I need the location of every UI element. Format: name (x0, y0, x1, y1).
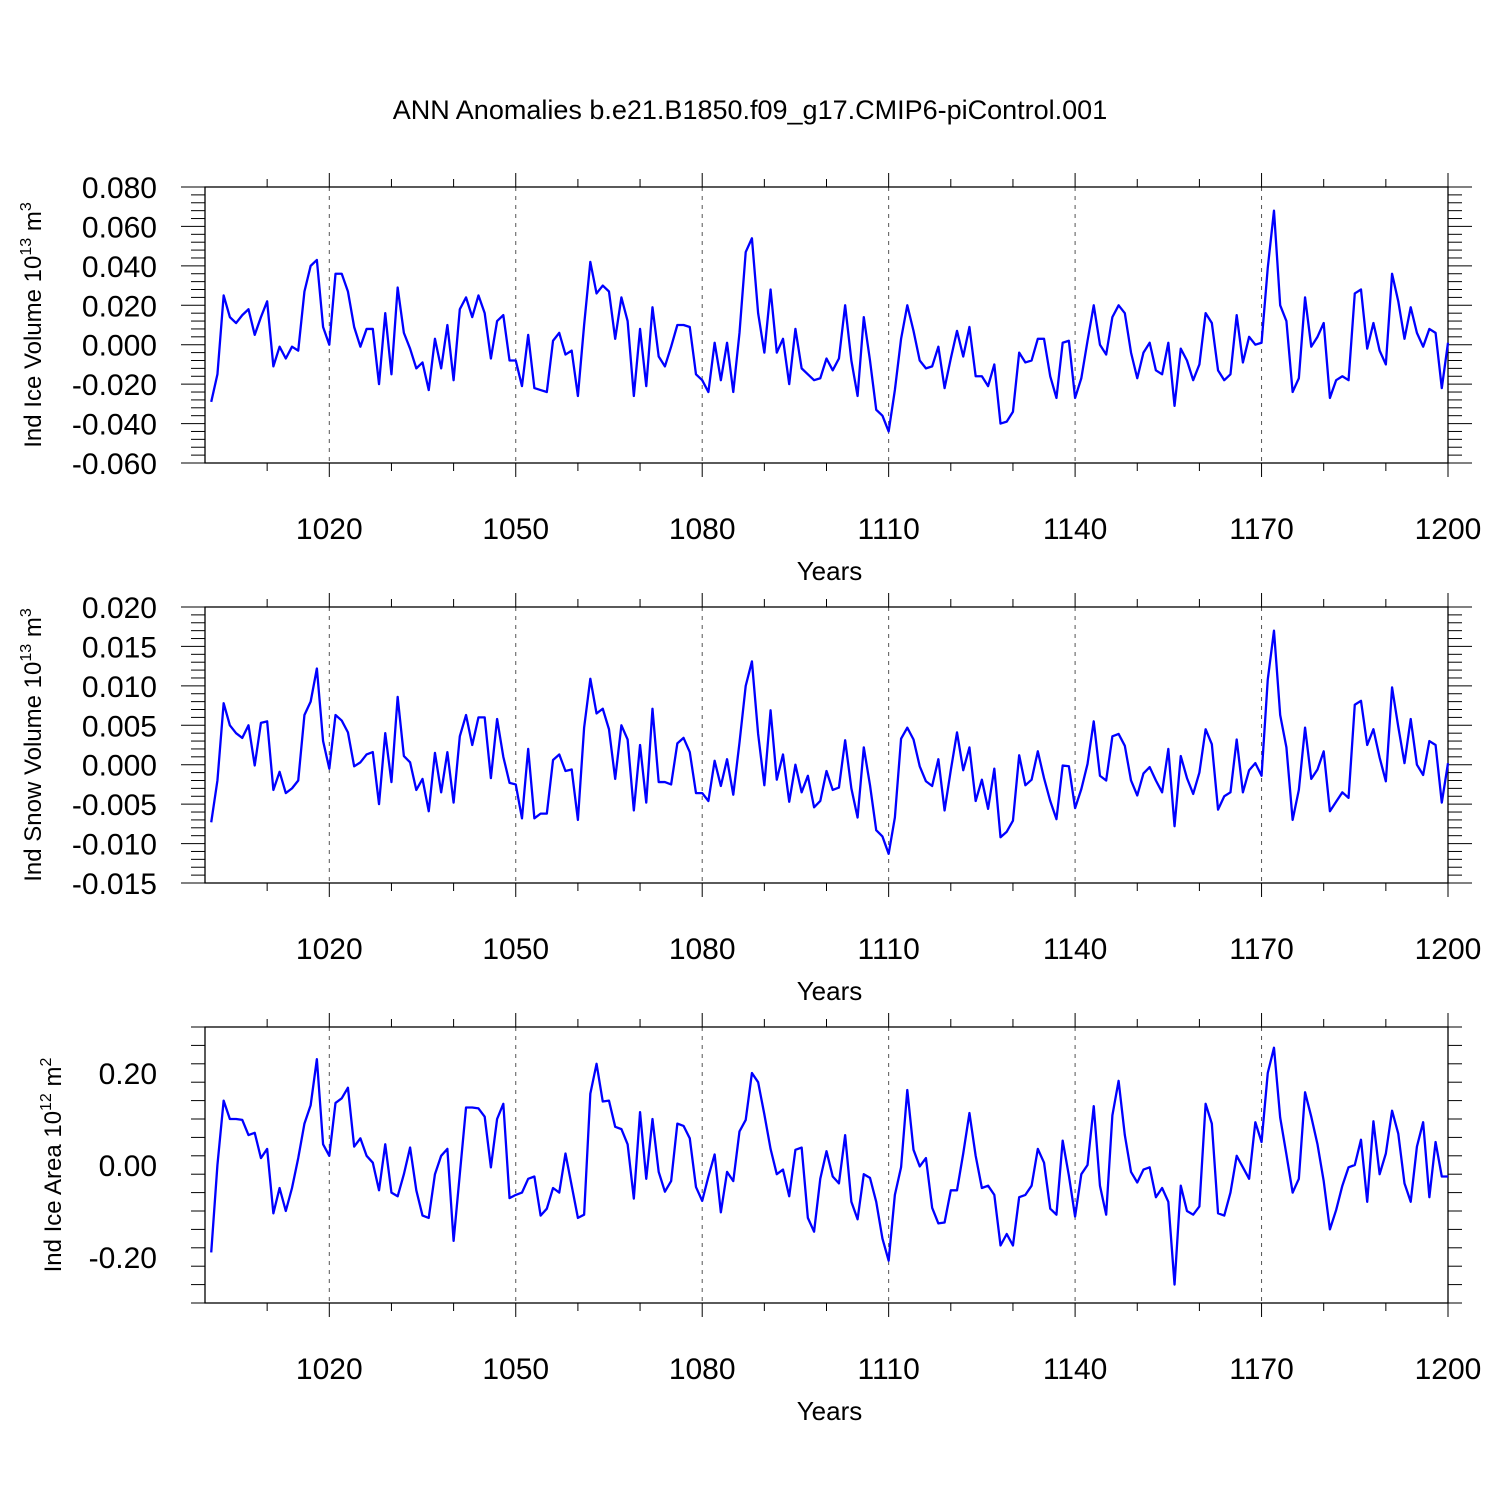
x-axis-label: Years (797, 1396, 863, 1426)
x-tick-label: 1200 (1415, 513, 1482, 546)
x-tick-label: 1200 (1415, 933, 1482, 966)
x-tick-label: 1140 (1043, 513, 1108, 546)
x-tick-label: 1110 (858, 933, 920, 966)
y-tick-label: 0.000 (82, 750, 157, 783)
x-tick-label: 1200 (1415, 1353, 1482, 1386)
y-tick-label: 0.015 (82, 631, 157, 664)
y-tick-label: 0.00 (99, 1150, 157, 1183)
y-tick-label: 0.000 (82, 330, 157, 363)
y-axis-label: Ind Ice Volume 1013 m3 (18, 202, 47, 448)
series-line (210, 1046, 1448, 1286)
x-axis-label: Years (797, 556, 863, 586)
y-tick-label: -0.020 (72, 369, 157, 402)
y-tick-label: 0.020 (82, 290, 157, 323)
y-tick-label: 0.20 (99, 1058, 157, 1091)
x-tick-label: 1080 (669, 513, 736, 546)
panel-ice-volume: 1020 1050 1080 1110 1140 1170 1200 Years -0.060 -… (18, 172, 1481, 586)
series-line (210, 629, 1450, 855)
y-axis-label: Ind Snow Volume 1013 m3 (18, 608, 47, 882)
y-tick-label: 0.040 (82, 251, 157, 284)
y-tick-label: 0.080 (82, 172, 157, 205)
panel-ice-area: 1020 1050 1080 1110 1140 1170 1200 Years -0.20 0.… (38, 1013, 1481, 1426)
x-tick-label: 1110 (858, 513, 920, 546)
y-tick-label: -0.20 (89, 1242, 157, 1275)
x-tick-label: 1050 (482, 933, 549, 966)
y-tick-label: 0.020 (82, 592, 157, 625)
y-tick-label: -0.005 (72, 789, 157, 822)
x-tick-label: 1050 (482, 513, 549, 546)
y-tick-label: -0.010 (72, 829, 157, 862)
x-tick-label: 1110 (858, 1353, 920, 1386)
panel-snow-volume: 1020 1050 1080 1110 1140 1170 1200 Years -0.015 -… (18, 592, 1481, 1006)
chart-title: ANN Anomalies b.e21.B1850.f09_g17.CMIP6-… (392, 95, 1108, 125)
x-tick-label: 1020 (296, 513, 363, 546)
x-tick-label: 1080 (669, 933, 736, 966)
x-tick-label: 1170 (1229, 1353, 1294, 1386)
x-tick-label: 1050 (482, 1353, 549, 1386)
series-line (210, 209, 1450, 433)
x-tick-label: 1170 (1229, 513, 1294, 546)
x-tick-label: 1020 (296, 933, 363, 966)
x-tick-label: 1020 (296, 1353, 363, 1386)
x-tick-label: 1170 (1229, 933, 1294, 966)
x-tick-label: 1140 (1043, 933, 1108, 966)
y-tick-label: -0.060 (72, 448, 157, 481)
y-tick-label: 0.060 (82, 211, 157, 244)
x-axis-label: Years (797, 976, 863, 1006)
y-tick-label: -0.015 (72, 868, 157, 901)
y-tick-label: -0.040 (72, 409, 157, 442)
y-tick-label: 0.010 (82, 671, 157, 704)
x-tick-label: 1080 (669, 1353, 736, 1386)
x-tick-label: 1140 (1043, 1353, 1108, 1386)
y-axis-label: Ind Ice Area 1012 m2 (38, 1057, 67, 1272)
y-tick-label: 0.005 (82, 710, 157, 743)
